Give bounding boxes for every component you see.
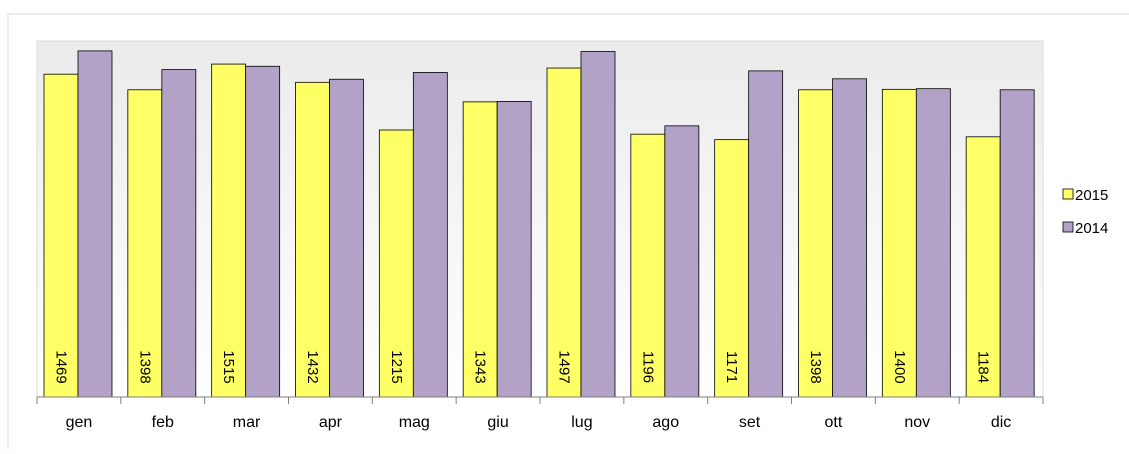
bar-2015-dic (965, 136, 1001, 398)
data-label-2015-apr: 1432 (304, 350, 321, 383)
x-tick-label-feb: feb (152, 414, 174, 431)
x-tick-label-dic: dic (991, 414, 1011, 431)
data-label-2015-ago: 1196 (639, 351, 656, 383)
x-tick-label-mar: mar (233, 414, 261, 431)
chart-frame (7, 13, 1129, 449)
x-tick-label-ott: ott (825, 414, 843, 431)
bar-2014-gen (77, 50, 113, 398)
bar-2015-mar (211, 63, 247, 398)
bar-2014-feb (161, 69, 197, 398)
data-label-2015-gen: 1469 (53, 350, 70, 383)
bars-layer (43, 50, 1035, 398)
bar-2015-nov (881, 88, 917, 398)
bar-2014-mar (245, 65, 281, 398)
data-label-2015-mag: 1215 (388, 350, 405, 383)
bar-2014-set (748, 70, 784, 398)
legend-swatch-2015 (1062, 188, 1074, 200)
data-label-2015-mar: 1515 (220, 350, 237, 383)
legend-swatch-2014 (1062, 221, 1074, 233)
x-axis: gen feb mar apr mag giu lug ago set ott nov dic (36, 396, 1044, 431)
x-tick-label-gen: gen (66, 414, 93, 431)
data-label-2015-lug: 1497 (556, 350, 573, 383)
bar-2015-apr (295, 81, 330, 398)
bar-2014-nov (915, 88, 951, 398)
bar-2014-apr (329, 78, 364, 398)
bar-2015-set (714, 139, 750, 398)
bar-2015-mag (378, 129, 414, 398)
x-tick-label-apr: apr (319, 414, 343, 431)
bar-2014-mag (412, 72, 448, 398)
bar-2014-dic (999, 89, 1035, 398)
bar-2014-giu (496, 101, 532, 398)
x-tick-label-nov: nov (904, 414, 930, 431)
bar-2014-ago (664, 125, 700, 398)
x-tick-label-giu: giu (487, 414, 508, 431)
bar-2015-gen (43, 73, 79, 398)
x-tick-label-mag: mag (399, 414, 430, 431)
data-label-2015-nov: 1400 (891, 350, 908, 383)
data-labels-layer: 1469 1398 1515 1432 1215 1343 1497 1196 1171 1398… (53, 350, 992, 383)
data-label-2015-set: 1171 (723, 351, 740, 383)
x-tick-label-lug: lug (571, 414, 592, 431)
x-tick-label-ago: ago (652, 414, 679, 431)
legend-label-2015: 2015 (1075, 187, 1108, 204)
data-label-2015-ott: 1398 (807, 350, 824, 383)
legend: 2015 2014 (1062, 187, 1108, 237)
data-label-2015-dic: 1184 (975, 351, 992, 383)
legend-label-2014: 2014 (1075, 220, 1108, 237)
data-label-2015-feb: 1398 (136, 350, 153, 383)
bar-2015-giu (462, 101, 498, 398)
data-label-2015-giu: 1343 (472, 350, 489, 383)
bar-2014-lug (580, 51, 616, 398)
x-tick-label-set: set (739, 414, 761, 431)
bar-2014-ott (832, 78, 867, 398)
bar-2015-lug (546, 67, 582, 398)
